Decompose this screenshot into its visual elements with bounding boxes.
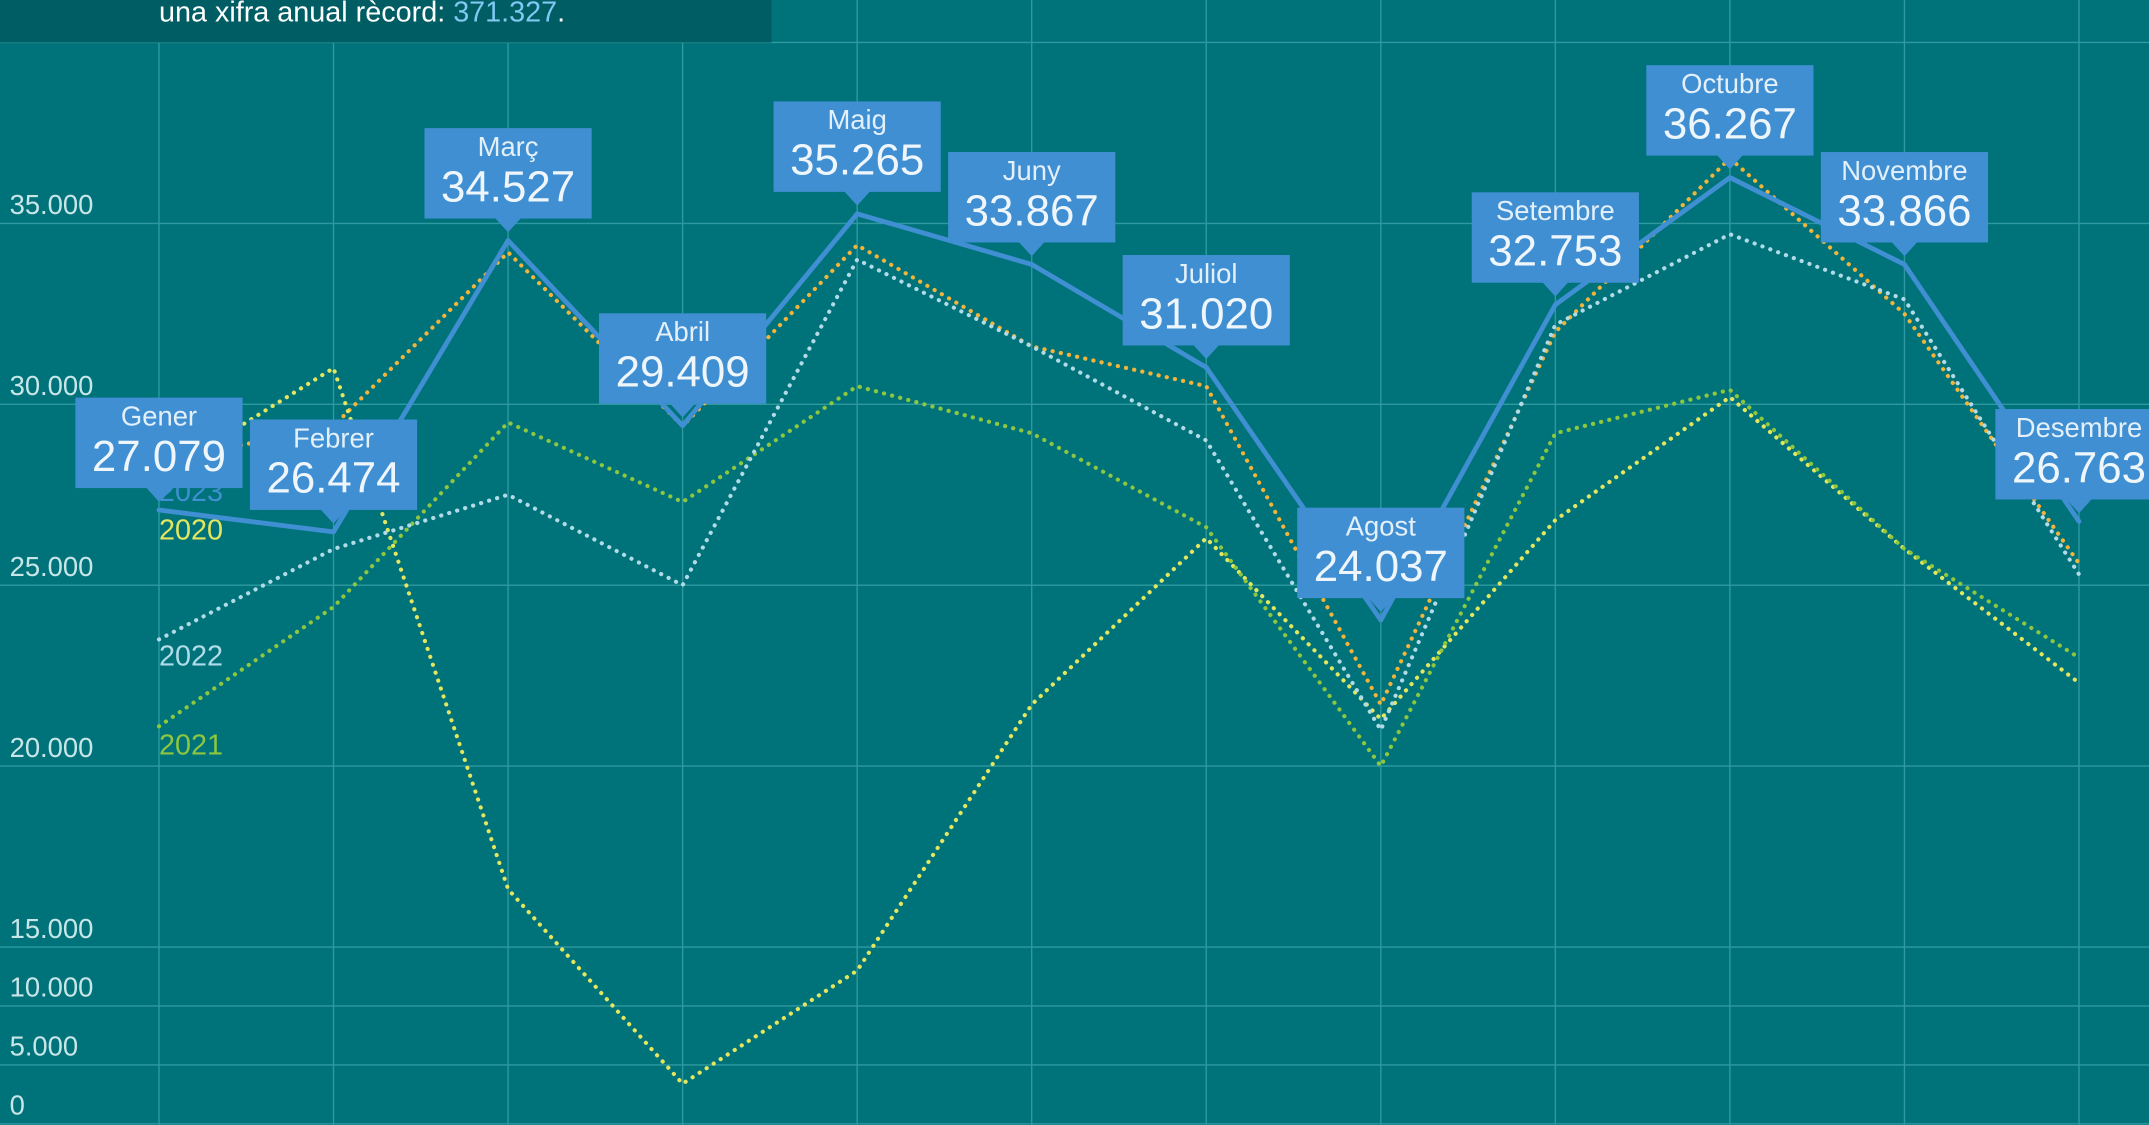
callout-pointer bbox=[1018, 241, 1046, 257]
callout-pointer bbox=[1367, 596, 1395, 612]
callout-box bbox=[75, 397, 243, 489]
callout-month: Agost bbox=[1346, 510, 1416, 541]
series-line bbox=[156, 156, 2082, 707]
series-label: 2020 bbox=[159, 514, 223, 546]
subtitle-value: 371.327 bbox=[453, 0, 557, 28]
callout-pointer bbox=[668, 402, 697, 418]
callout-month: Març bbox=[478, 131, 539, 162]
series-line bbox=[156, 232, 2082, 732]
subtitle-text: una xifra anual rècord: bbox=[159, 0, 453, 28]
callout-value: 27.079 bbox=[92, 432, 226, 481]
callout-pointer bbox=[145, 486, 173, 502]
callout-value: 29.409 bbox=[616, 348, 750, 397]
callout-pointer bbox=[1890, 241, 1919, 257]
y-tick-label: 20.000 bbox=[10, 732, 94, 763]
subtitle: una xifra anual rècord: 371.327. bbox=[159, 0, 565, 28]
callout-value: 33.867 bbox=[965, 186, 1099, 235]
callout-value: 31.020 bbox=[1139, 289, 1273, 338]
callout-month: Setembre bbox=[1496, 195, 1615, 226]
y-tick-label: 10.000 bbox=[10, 972, 94, 1003]
callout-value: 33.866 bbox=[1837, 186, 1971, 235]
y-tick-label: 0 bbox=[10, 1090, 25, 1121]
callout-month: Octubre bbox=[1681, 68, 1779, 99]
callout-value: 35.265 bbox=[790, 136, 924, 185]
callout-box bbox=[249, 419, 418, 510]
y-tick-label: 25.000 bbox=[10, 551, 94, 582]
callout-pointer bbox=[319, 508, 348, 524]
callout-box bbox=[1820, 152, 1989, 243]
callout-box bbox=[1122, 255, 1290, 346]
callout-month: Juliol bbox=[1175, 258, 1237, 289]
callout-month: Juny bbox=[1003, 155, 1061, 186]
series-line bbox=[156, 175, 2082, 623]
series-label: 2022 bbox=[159, 640, 223, 672]
subtitle-end: . bbox=[557, 0, 565, 28]
callout-month: Maig bbox=[827, 104, 886, 135]
callout-month: Febrer bbox=[293, 422, 374, 453]
y-tick-label: 30.000 bbox=[10, 370, 94, 401]
callout-box bbox=[1995, 409, 2149, 500]
subtitle-box bbox=[0, 0, 772, 43]
callout-box bbox=[1297, 507, 1465, 599]
callout-box bbox=[1646, 65, 1814, 156]
y-tick-label: 15.000 bbox=[10, 913, 94, 944]
callout-box bbox=[424, 128, 592, 219]
callout-month: Gener bbox=[121, 400, 197, 431]
callout-pointer bbox=[2065, 498, 2093, 514]
callout-pointer bbox=[1716, 154, 1744, 170]
callout-month: Novembre bbox=[1841, 155, 1967, 186]
callout-value: 32.753 bbox=[1488, 227, 1622, 276]
callout-box bbox=[599, 313, 767, 404]
callout-value: 24.037 bbox=[1314, 542, 1448, 591]
callout-pointer bbox=[843, 190, 871, 206]
callout-month: Abril bbox=[655, 316, 710, 347]
callout-box bbox=[1471, 192, 1639, 283]
series-line bbox=[156, 384, 2082, 769]
callout-box bbox=[773, 101, 941, 192]
callout-pointer bbox=[1192, 344, 1220, 360]
callout-pointer bbox=[494, 217, 522, 233]
callout-value: 26.474 bbox=[266, 454, 400, 503]
callout-pointer bbox=[1541, 281, 1570, 297]
callout-box bbox=[948, 152, 1116, 243]
callout-value: 26.763 bbox=[2012, 443, 2146, 492]
callout-value: 34.527 bbox=[441, 162, 575, 211]
y-tick-label: 35.000 bbox=[10, 189, 94, 220]
series-line bbox=[156, 366, 2082, 1086]
callout-month: Desembre bbox=[2016, 412, 2142, 443]
callout-value: 36.267 bbox=[1663, 99, 1797, 148]
series-label: 2021 bbox=[159, 730, 223, 762]
y-tick-label: 5.000 bbox=[10, 1031, 79, 1062]
